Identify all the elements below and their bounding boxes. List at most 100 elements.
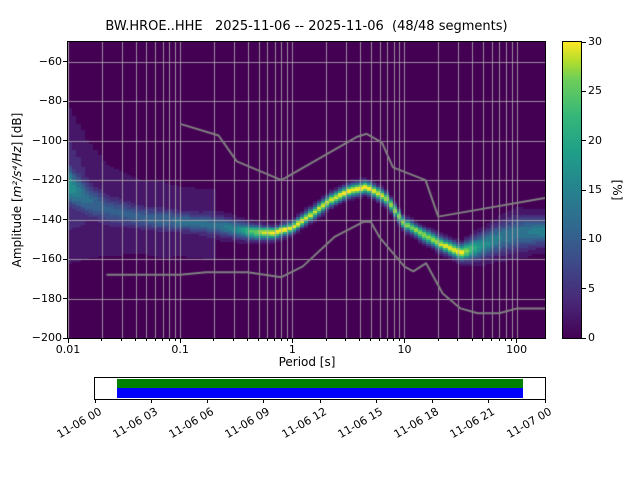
x-minor-tick-mark bbox=[370, 339, 372, 341]
timeline-tick-mark bbox=[319, 400, 321, 403]
timeline-tick-mark bbox=[488, 400, 490, 403]
timeline-tick-mark bbox=[150, 400, 152, 403]
timeline-tick-label: 11-06 12 bbox=[279, 405, 329, 441]
y-tick-mark bbox=[63, 61, 67, 63]
timeline-tick-label: 11-06 21 bbox=[447, 405, 498, 441]
colorbar-tick-label: 0 bbox=[588, 331, 595, 344]
y-tick-mark bbox=[63, 100, 67, 102]
timeline-tick-mark bbox=[263, 400, 265, 403]
x-minor-tick-mark bbox=[162, 339, 164, 341]
x-minor-tick-mark bbox=[359, 339, 361, 341]
x-tick-label: 0.01 bbox=[55, 343, 81, 356]
timeline-tick-mark bbox=[432, 400, 433, 403]
y-tick-mark bbox=[63, 219, 67, 221]
x-minor-tick-mark bbox=[505, 339, 507, 341]
timeline-tick-label: 11-06 00 bbox=[54, 405, 104, 441]
colorbar-tick-label: 30 bbox=[588, 35, 602, 48]
y-tick-label: −120 bbox=[31, 173, 62, 187]
y-axis-label-units: m²/s⁴/Hz bbox=[10, 146, 24, 198]
timeline-tick-label: 11-06 06 bbox=[166, 405, 216, 441]
y-tick-mark bbox=[63, 179, 67, 181]
y-tick-mark bbox=[63, 258, 67, 260]
x-minor-tick-mark bbox=[286, 339, 288, 341]
x-minor-tick-mark bbox=[457, 339, 459, 341]
x-minor-tick-mark bbox=[386, 339, 388, 341]
colorbar-tick-mark bbox=[582, 41, 586, 43]
x-minor-tick-mark bbox=[393, 339, 395, 341]
colorbar-tick-mark bbox=[582, 140, 586, 142]
colorbar-tick-label: 10 bbox=[588, 232, 602, 246]
x-minor-tick-mark bbox=[145, 339, 147, 341]
x-minor-tick-mark bbox=[498, 339, 500, 341]
x-minor-tick-mark bbox=[168, 339, 170, 341]
colorbar-tick-label: 20 bbox=[588, 133, 602, 147]
timeline-tick-mark bbox=[94, 400, 96, 403]
x-minor-tick-mark bbox=[135, 339, 137, 341]
colorbar-tick-mark bbox=[582, 337, 586, 339]
timeline-tick-label: 11-06 18 bbox=[391, 405, 441, 441]
x-tick-mark bbox=[67, 339, 69, 343]
y-tick-mark bbox=[63, 337, 67, 339]
chart-title: BW.HROE..HHE 2025-11-06 -- 2025-11-06 (4… bbox=[105, 19, 508, 34]
y-tick-mark bbox=[63, 298, 67, 300]
x-tick-label: 10 bbox=[397, 343, 412, 356]
x-minor-tick-mark bbox=[154, 339, 156, 341]
ppsd-heatmap-canvas bbox=[68, 42, 545, 338]
y-tick-label: −180 bbox=[31, 291, 62, 305]
x-minor-tick-mark bbox=[398, 339, 400, 341]
y-tick-mark bbox=[63, 140, 67, 142]
x-minor-tick-mark bbox=[325, 339, 327, 341]
colorbar-tick-mark bbox=[582, 189, 586, 191]
x-minor-tick-mark bbox=[174, 339, 176, 341]
x-minor-tick-mark bbox=[379, 339, 381, 341]
x-minor-tick-mark bbox=[258, 339, 260, 341]
y-tick-label: −80 bbox=[38, 94, 62, 108]
x-tick-label: 0.1 bbox=[171, 343, 189, 356]
timeline-tick-label: 11-06 03 bbox=[110, 405, 160, 441]
x-minor-tick-mark bbox=[437, 339, 439, 341]
colorbar-tick-label: 5 bbox=[588, 281, 595, 295]
x-minor-tick-mark bbox=[280, 339, 282, 341]
timeline-tick-label: 11-06 15 bbox=[335, 405, 385, 441]
colorbar-tick-label: 15 bbox=[588, 183, 602, 196]
x-minor-tick-mark bbox=[491, 339, 493, 341]
x-minor-tick-mark bbox=[121, 339, 122, 341]
colorbar-tick-mark bbox=[582, 288, 586, 290]
x-minor-tick-mark bbox=[266, 339, 268, 341]
x-tick-mark bbox=[516, 339, 518, 343]
plot-area bbox=[67, 41, 546, 339]
colorbar-gradient bbox=[562, 41, 582, 339]
x-minor-tick-mark bbox=[345, 339, 347, 341]
y-tick-label: −160 bbox=[31, 252, 62, 266]
timeline-tick-mark bbox=[375, 400, 377, 403]
x-tick-label: 100 bbox=[506, 343, 528, 356]
timeline-selected-segment bbox=[117, 379, 523, 388]
x-tick-label: 1 bbox=[288, 343, 296, 356]
x-minor-tick-mark bbox=[213, 339, 215, 341]
x-minor-tick-mark bbox=[274, 339, 276, 341]
timeline-tick-mark bbox=[207, 400, 208, 403]
colorbar-tick-mark bbox=[582, 90, 586, 92]
y-tick-label: −60 bbox=[38, 54, 62, 68]
timeline-bar bbox=[94, 377, 546, 400]
x-minor-tick-mark bbox=[247, 339, 249, 341]
x-minor-tick-mark bbox=[471, 339, 473, 341]
timeline-tick-mark bbox=[544, 400, 546, 403]
timeline-tick-label: 11-06 09 bbox=[222, 405, 273, 441]
x-minor-tick-mark bbox=[101, 339, 103, 341]
timeline-tick-label: 11-07 00 bbox=[504, 405, 554, 441]
x-axis-label: Period [s] bbox=[278, 355, 336, 369]
y-tick-label: −200 bbox=[31, 331, 62, 344]
colorbar-tick-mark bbox=[582, 238, 586, 240]
x-minor-tick-mark bbox=[511, 339, 512, 341]
colorbar-tick-label: 25 bbox=[588, 84, 602, 98]
timeline-data-segment bbox=[117, 388, 523, 398]
x-minor-tick-mark bbox=[482, 339, 484, 341]
x-minor-tick-mark bbox=[233, 339, 235, 341]
y-tick-label: −140 bbox=[31, 212, 62, 226]
x-tick-mark bbox=[403, 339, 405, 343]
y-tick-label: −100 bbox=[31, 133, 62, 147]
x-tick-mark bbox=[179, 339, 181, 343]
x-tick-mark bbox=[291, 339, 293, 343]
